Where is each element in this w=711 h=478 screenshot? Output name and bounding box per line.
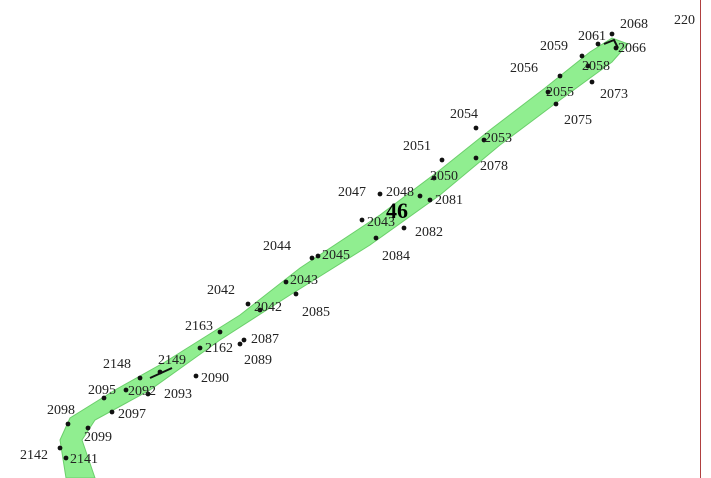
point-label: 2056: [510, 61, 538, 76]
survey-point: [85, 425, 91, 431]
survey-point: [595, 41, 601, 47]
point-label: 2044: [263, 239, 291, 254]
survey-point: [473, 125, 479, 131]
point-label: 2082: [415, 225, 443, 240]
survey-points: [57, 31, 619, 461]
point-label: 2095: [88, 383, 116, 398]
point-label: 2163: [185, 319, 213, 334]
survey-point: [283, 279, 289, 285]
point-label: 2051: [403, 139, 431, 154]
survey-point: [241, 337, 247, 343]
survey-point: [63, 455, 69, 461]
survey-point: [145, 391, 151, 397]
point-label: 2148: [103, 357, 131, 372]
point-label: 2092: [128, 384, 156, 399]
point-labels: 2068 2061 2059 2066 2056 2058 2055 2073 2054 2075…: [20, 17, 648, 467]
survey-point: [373, 235, 379, 241]
point-label: 2047: [338, 185, 366, 200]
point-label: 2043: [290, 273, 318, 288]
survey-point: [401, 225, 407, 231]
point-label: 2075: [564, 113, 592, 128]
survey-point: [557, 73, 563, 79]
point-label: 2078: [480, 159, 508, 174]
point-label: 2099: [84, 430, 112, 445]
survey-point: [137, 375, 143, 381]
survey-point: [431, 175, 437, 181]
road-corridor: [59, 37, 629, 478]
survey-point: [417, 193, 423, 199]
survey-point: [123, 387, 129, 393]
point-label: 2054: [450, 107, 478, 122]
point-label: 2142: [20, 448, 48, 463]
survey-point: [101, 395, 107, 401]
point-label: 2084: [382, 249, 410, 264]
point-label: 2043: [367, 215, 395, 230]
edge-label: 220: [674, 13, 695, 28]
point-label: 2141: [70, 452, 98, 467]
survey-point: [197, 345, 203, 351]
edge-mark-top: [603, 38, 619, 49]
survey-point: [359, 217, 365, 223]
point-label: 2042: [207, 283, 235, 298]
point-label: 2081: [435, 193, 463, 208]
survey-point: [613, 45, 619, 51]
survey-point: [217, 329, 223, 335]
point-label: 2061: [578, 29, 606, 44]
survey-point: [257, 307, 263, 313]
survey-point: [193, 373, 199, 379]
survey-point: [481, 137, 487, 143]
point-label: 2058: [582, 59, 610, 74]
point-label: 2162: [205, 341, 233, 356]
point-label: 2149: [158, 353, 186, 368]
point-label: 2048: [386, 185, 414, 200]
survey-point: [315, 253, 321, 259]
survey-point: [57, 445, 63, 451]
point-label: 2098: [47, 403, 75, 418]
survey-point: [377, 191, 383, 197]
survey-point: [293, 291, 299, 297]
point-label: 2059: [540, 39, 568, 54]
survey-point: [245, 301, 251, 307]
point-label: 2093: [164, 387, 192, 402]
survey-point: [579, 53, 585, 59]
point-label: 2045: [322, 248, 350, 263]
map-frame-line: [700, 0, 701, 478]
point-label: 2090: [201, 371, 229, 386]
point-label: 2068: [620, 17, 648, 32]
survey-point: [109, 409, 115, 415]
point-label: 2073: [600, 87, 628, 102]
survey-point: [427, 197, 433, 203]
point-label: 2050: [430, 169, 458, 184]
point-label: 2066: [618, 41, 646, 56]
survey-point: [585, 63, 591, 69]
survey-point: [157, 369, 163, 375]
survey-point: [237, 341, 243, 347]
point-label: 2089: [244, 353, 272, 368]
survey-point: [589, 79, 595, 85]
point-label: 2087: [251, 332, 279, 347]
survey-point: [309, 255, 315, 261]
parcel-id-label: 46: [386, 198, 408, 223]
survey-point: [473, 155, 479, 161]
point-label: 2053: [484, 131, 512, 146]
survey-point: [439, 157, 445, 163]
point-label: 2055: [546, 85, 574, 100]
survey-point: [609, 31, 615, 37]
point-label: 2097: [118, 407, 146, 422]
survey-point: [553, 101, 559, 107]
survey-point: [545, 89, 551, 95]
survey-point: [65, 421, 71, 427]
point-label: 2085: [302, 305, 330, 320]
point-label: 2042: [254, 300, 282, 315]
